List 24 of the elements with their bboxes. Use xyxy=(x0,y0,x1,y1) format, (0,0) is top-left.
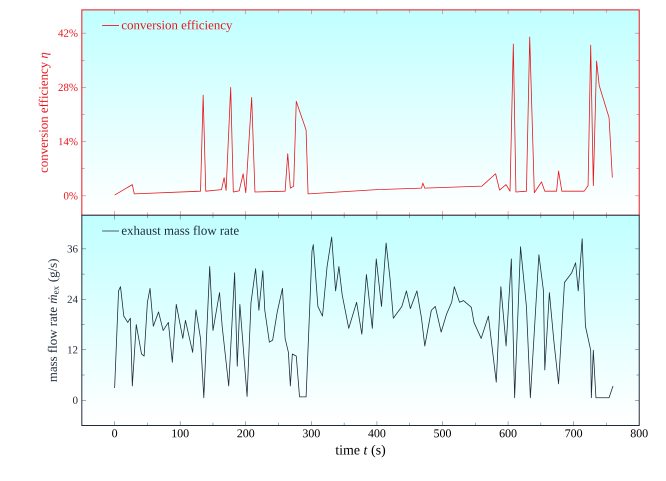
y-tick-label: 14% xyxy=(58,138,78,146)
y-tick-label: 28% xyxy=(58,84,78,92)
x-tick-label: 500 xyxy=(434,429,451,438)
x-tick-label: 700 xyxy=(566,429,582,438)
x-tick-label: 0 xyxy=(112,429,118,438)
legend-label: exhaust mass flow rate xyxy=(122,226,239,235)
x-tick-label: 400 xyxy=(368,429,386,438)
y-tick-label: 12 xyxy=(68,346,78,354)
legend-label: conversion efficiency xyxy=(122,20,232,32)
x-axis-title: time t (s) xyxy=(335,444,386,458)
x-tick-label: 100 xyxy=(172,429,189,438)
line-series xyxy=(114,36,613,196)
line-series xyxy=(114,236,614,398)
x-tick-label: 200 xyxy=(237,429,254,438)
x-tick-label: 800 xyxy=(630,429,648,438)
y-tick-label: 0 xyxy=(72,396,78,404)
y-axis-title: mass flow rate ṁ$_{ex}$ (g/s) xyxy=(48,259,60,382)
y-tick-label: 42% xyxy=(58,29,78,37)
y-tick-label: 36 xyxy=(68,245,78,253)
y-tick-label: 0% xyxy=(64,192,78,200)
x-tick-label: 600 xyxy=(500,429,517,438)
x-tick-label: 300 xyxy=(302,429,320,438)
y-tick-label: 24 xyxy=(68,296,78,303)
y-axis-title: conversion efficiency η xyxy=(38,52,51,172)
